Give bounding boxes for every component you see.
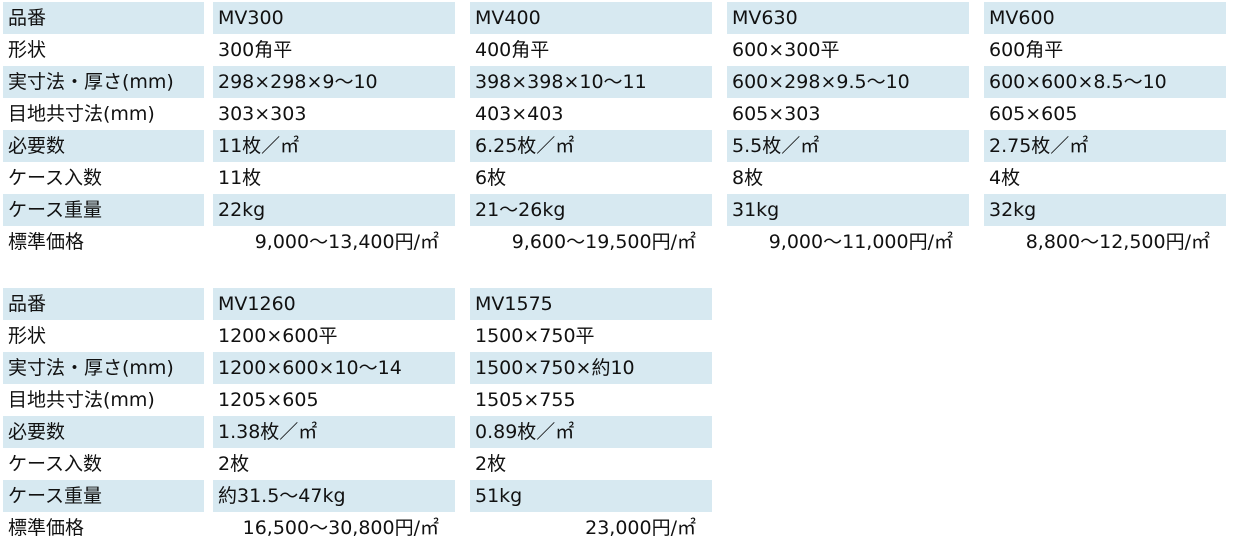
spec-value-MV400: 398×398×10～11 <box>470 66 712 98</box>
spec-value-MV300: 9,000～13,400円/㎡ <box>254 230 439 253</box>
spec-row-形状: 形状 300角平 400角平 600×300平 600角平 <box>3 34 1237 66</box>
spec-row-必要数: 必要数 1.38枚／㎡ 0.89枚／㎡ <box>3 416 1237 448</box>
spec-value-MV600: 4枚 <box>989 166 1021 189</box>
spec-value-MV300: MV300 <box>213 2 455 34</box>
spec-row-実寸法・厚さ(mm): 実寸法・厚さ(mm) 298×298×9～10 398×398×10～11 600×2… <box>3 66 1237 98</box>
spec-value-MV1575: 23,000円/㎡ <box>585 516 696 539</box>
spec-value-MV600: 8,800～12,500円/㎡ <box>1025 230 1210 253</box>
row-label: 実寸法・厚さ(mm) <box>3 66 204 98</box>
spec-value-MV600: 32kg <box>984 194 1226 226</box>
spec-row-品番: 品番 MV300 MV400 MV630 MV600 <box>3 2 1237 34</box>
spec-row-実寸法・厚さ(mm): 実寸法・厚さ(mm) 1200×600×10～14 1500×750×約10 <box>3 352 1237 384</box>
row-label: 必要数 <box>3 416 204 448</box>
spec-row-ケース入数: ケース入数 2枚 2枚 <box>3 448 1237 480</box>
spec-row-品番: 品番 MV1260 MV1575 <box>3 288 1237 320</box>
spec-value-MV1575: 1505×755 <box>475 388 576 411</box>
row-label: 標準価格 <box>8 516 85 539</box>
row-label: ケース重量 <box>3 194 204 226</box>
row-label: 実寸法・厚さ(mm) <box>3 352 204 384</box>
spec-value-MV400: MV400 <box>470 2 712 34</box>
spec-value-MV300: 300角平 <box>218 38 293 61</box>
spec-value-MV400: 6枚 <box>475 166 507 189</box>
row-label: ケース入数 <box>8 166 103 189</box>
spec-value-MV630: 600×298×9.5～10 <box>727 66 969 98</box>
row-label: 標準価格 <box>8 230 85 253</box>
spec-row-ケース入数: ケース入数 11枚 6枚 8枚 4枚 <box>3 162 1237 194</box>
spec-value-MV1260: MV1260 <box>213 288 455 320</box>
spec-value-MV600: 605×605 <box>989 102 1078 125</box>
spec-row-目地共寸法(mm): 目地共寸法(mm) 1205×605 1505×755 <box>3 384 1237 416</box>
spec-row-ケース重量: ケース重量 22kg 21～26kg 31kg 32kg <box>3 194 1237 226</box>
spec-value-MV630: 9,000～11,000円/㎡ <box>768 230 953 253</box>
spec-value-MV1260: 1200×600×10～14 <box>213 352 455 384</box>
row-label: 目地共寸法(mm) <box>8 388 155 411</box>
spec-value-MV1260: 約31.5～47kg <box>213 480 455 512</box>
spec-row-必要数: 必要数 11枚／㎡ 6.25枚／㎡ 5.5枚／㎡ 2.75枚／㎡ <box>3 130 1237 162</box>
spec-value-MV400: 403×403 <box>475 102 564 125</box>
spec-value-MV300: 11枚／㎡ <box>213 130 455 162</box>
row-label: 品番 <box>3 2 204 34</box>
spec-value-MV630: MV630 <box>727 2 969 34</box>
spec-value-MV400: 400角平 <box>475 38 550 61</box>
spec-value-MV630: 8枚 <box>732 166 764 189</box>
spec-value-MV400: 6.25枚／㎡ <box>470 130 712 162</box>
spec-row-標準価格: 標準価格 9,000～13,400円/㎡ 9,600～19,500円/㎡ 9,000～… <box>3 226 1237 258</box>
spec-row-ケース重量: ケース重量 約31.5～47kg 51kg <box>3 480 1237 512</box>
row-label: 必要数 <box>3 130 204 162</box>
spec-table-top: 品番 MV300 MV400 MV630 MV600 形状 300角平 400角平 600×30… <box>3 2 1237 258</box>
spec-row-形状: 形状 1200×600平 1500×750平 <box>3 320 1237 352</box>
spec-value-MV1260: 2枚 <box>218 452 250 475</box>
spec-value-MV300: 298×298×9～10 <box>213 66 455 98</box>
spec-value-MV1575: 1500×750×約10 <box>470 352 712 384</box>
spec-value-MV1260: 1205×605 <box>218 388 319 411</box>
spec-value-MV300: 11枚 <box>218 166 262 189</box>
spec-value-MV400: 21～26kg <box>470 194 712 226</box>
row-label: ケース重量 <box>3 480 204 512</box>
spec-table-bottom: 品番 MV1260 MV1575 形状 1200×600平 1500×750平実寸法・厚さ… <box>3 288 1237 544</box>
spec-row-標準価格: 標準価格 16,500～30,800円/㎡ 23,000円/㎡ <box>3 512 1237 544</box>
row-label: 形状 <box>8 324 47 347</box>
spec-value-MV630: 605×303 <box>732 102 821 125</box>
spec-value-MV1260: 1200×600平 <box>218 324 338 347</box>
spec-value-MV1260: 16,500～30,800円/㎡ <box>242 516 439 539</box>
spec-value-MV630: 31kg <box>727 194 969 226</box>
row-label: 形状 <box>8 38 47 61</box>
spec-value-MV1260: 1.38枚／㎡ <box>213 416 455 448</box>
row-label: 目地共寸法(mm) <box>8 102 155 125</box>
spec-value-MV400: 9,600～19,500円/㎡ <box>511 230 696 253</box>
spec-value-MV600: 600×600×8.5～10 <box>984 66 1226 98</box>
spec-value-MV600: 2.75枚／㎡ <box>984 130 1226 162</box>
spec-value-MV600: 600角平 <box>989 38 1064 61</box>
spec-value-MV1575: 51kg <box>470 480 712 512</box>
spec-value-MV300: 22kg <box>213 194 455 226</box>
row-label: 品番 <box>3 288 204 320</box>
spec-value-MV300: 303×303 <box>218 102 307 125</box>
spec-row-目地共寸法(mm): 目地共寸法(mm) 303×303 403×403 605×303 605×605 <box>3 98 1237 130</box>
spec-value-MV600: MV600 <box>984 2 1226 34</box>
row-label: ケース入数 <box>8 452 103 475</box>
spec-value-MV1575: 0.89枚／㎡ <box>470 416 712 448</box>
spec-value-MV1575: 2枚 <box>475 452 507 475</box>
spec-value-MV630: 600×300平 <box>732 38 840 61</box>
spec-value-MV1575: 1500×750平 <box>475 324 595 347</box>
spec-value-MV630: 5.5枚／㎡ <box>727 130 969 162</box>
spec-value-MV1575: MV1575 <box>470 288 712 320</box>
